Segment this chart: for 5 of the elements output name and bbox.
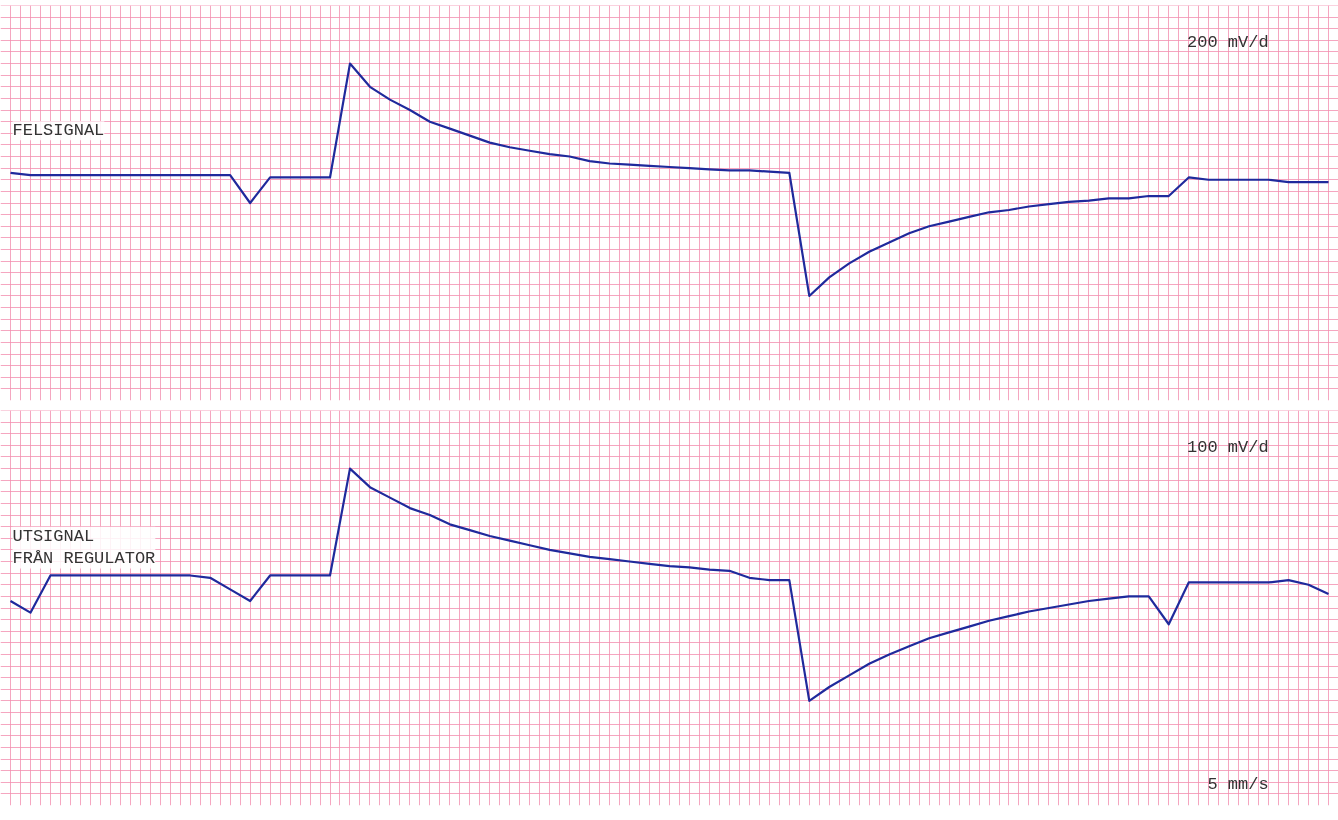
- series-label: UTSIGNAL FRÅN REGULATOR: [12, 526, 156, 569]
- text: 5 mm/s: [1207, 774, 1269, 794]
- text: 200 mV/d: [1186, 32, 1269, 52]
- series-label: FELSIGNAL: [12, 121, 105, 141]
- text: 100 mV/d: [1186, 437, 1269, 457]
